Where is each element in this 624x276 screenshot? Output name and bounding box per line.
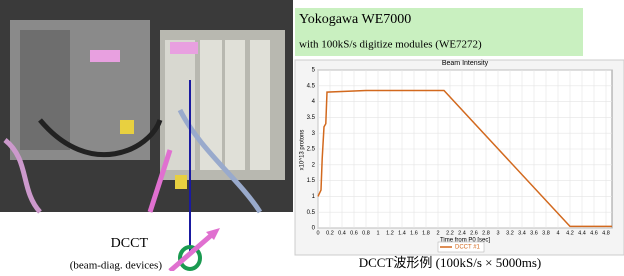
x-tick-label: 1 — [376, 230, 379, 236]
slide: DCCT (beam-diag. devices) Yokogawa WE700… — [0, 0, 624, 271]
x-tick-label: 0.8 — [362, 230, 370, 236]
chart-title: Beam Intensity — [442, 60, 489, 67]
modules-label: with 100kS/s digitize modules (WE7272) — [299, 39, 482, 51]
y-tick-label: 0.5 — [307, 210, 316, 216]
x-tick-label: 0 — [316, 230, 319, 236]
x-tick-label: 3 — [496, 230, 499, 236]
photo — [0, 0, 293, 255]
x-tick-label: 3.8 — [542, 230, 550, 236]
y-axis-label: x10^13 protons — [300, 130, 306, 171]
dcct-sub-label: (beam-diag. devices) — [70, 260, 163, 271]
y-tick-label: 2.5 — [307, 147, 316, 153]
x-tick-label: 0.2 — [326, 230, 334, 236]
x-tick-label: 1.4 — [398, 230, 406, 236]
x-tick-label: 2.6 — [470, 230, 478, 236]
x-tick-label: 3.6 — [530, 230, 538, 236]
dcct-label: DCCT — [111, 236, 149, 251]
x-tick-label: 2.4 — [458, 230, 466, 236]
y-tick-label: 1.5 — [307, 178, 316, 184]
beam-arrow — [170, 232, 215, 271]
page: DCCT (beam-diag. devices) Yokogawa WE700… — [0, 0, 624, 271]
x-tick-label: 1.2 — [386, 230, 394, 236]
x-tick-label: 1.8 — [422, 230, 430, 236]
instrument-label: Yokogawa WE7000 — [299, 12, 411, 27]
x-tick-label: 2.2 — [446, 230, 454, 236]
y-tick-label: 4.5 — [307, 83, 316, 89]
x-tick-label: 4.6 — [590, 230, 598, 236]
x-tick-label: 3.2 — [506, 230, 514, 236]
x-tick-label: 1.6 — [410, 230, 418, 236]
x-tick-label: 4.4 — [578, 230, 586, 236]
x-tick-label: 0.4 — [338, 230, 346, 236]
x-tick-label: 4.2 — [566, 230, 574, 236]
caption: DCCT波形例 (100kS/s × 5000ms) — [359, 255, 541, 270]
x-tick-label: 0.6 — [350, 230, 358, 236]
x-tick-label: 4.8 — [602, 230, 610, 236]
x-tick-label: 2.8 — [482, 230, 490, 236]
x-tick-label: 2 — [436, 230, 439, 236]
x-tick-label: 4 — [556, 230, 559, 236]
x-tick-label: 3.4 — [518, 230, 526, 236]
y-tick-label: 3.5 — [307, 115, 316, 121]
legend-label: DCCT #1 — [455, 245, 481, 251]
